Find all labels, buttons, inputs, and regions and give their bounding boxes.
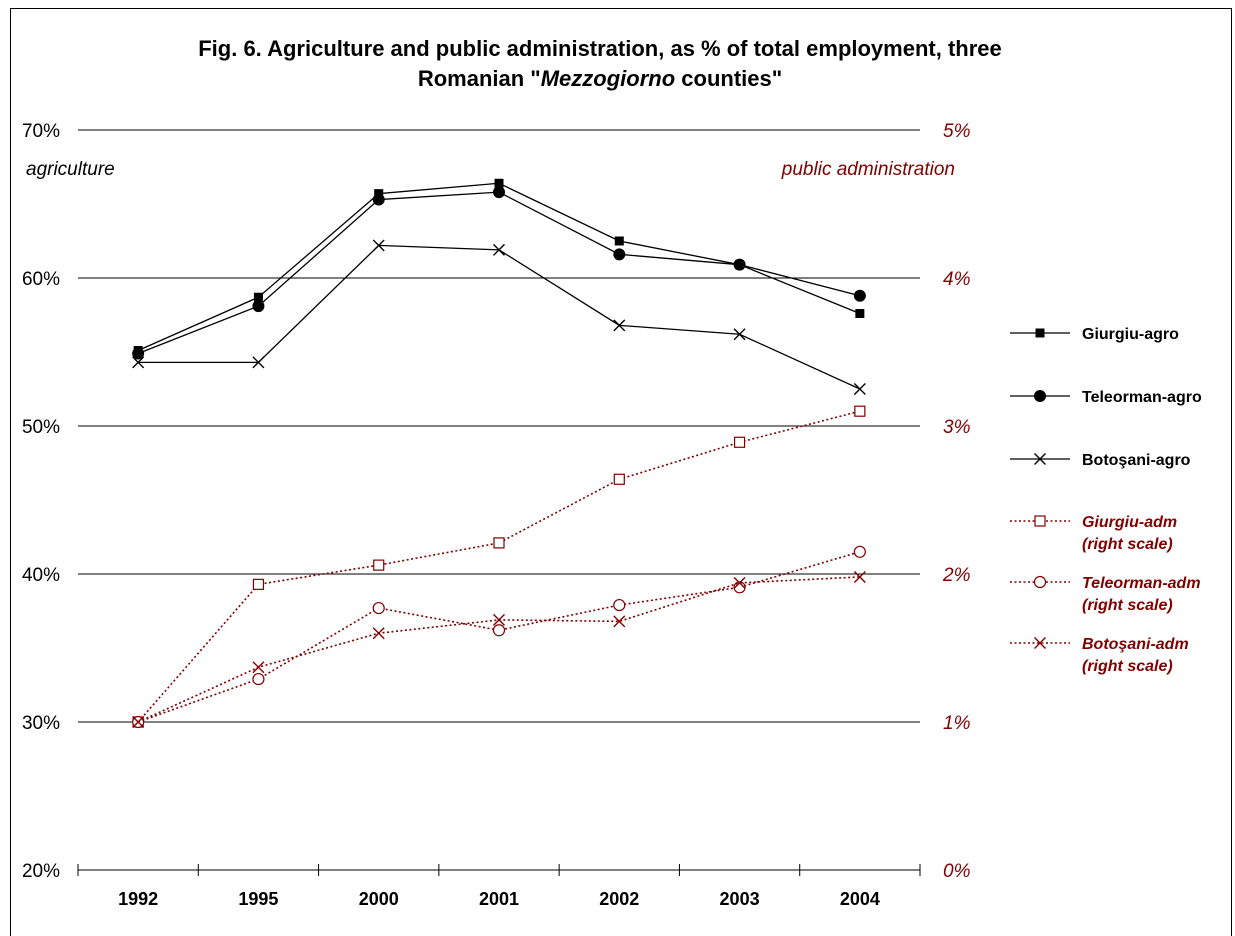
x-tick-label: 2003 <box>720 889 760 909</box>
data-point-boto-ani-adm <box>493 613 505 626</box>
title-pre: Romanian " <box>417 66 541 91</box>
data-point-boto-ani-agro <box>493 243 505 256</box>
x-tick-label: 2002 <box>599 889 639 909</box>
data-point-giurgiu-agro <box>494 178 504 188</box>
legend-label-teleorman-agro: Teleorman-agro <box>1082 389 1202 406</box>
left-axis-annotation: agriculture <box>26 159 115 180</box>
data-point-boto-ani-agro <box>613 319 626 332</box>
data-point-giurgiu-agro <box>253 292 263 302</box>
data-point-giurgiu-adm <box>252 578 265 590</box>
legend-label-boto-ani-agro: Botoşani-agro <box>1082 452 1191 469</box>
title-italic: Mezzogiorno <box>540 66 676 91</box>
data-point-teleorman-agro <box>252 300 265 313</box>
legend-sublabel-teleorman-adm: (right scale) <box>1082 597 1173 614</box>
data-point-teleorman-adm <box>372 601 385 615</box>
right-tick-label: 4% <box>943 269 971 290</box>
data-point-teleorman-agro <box>613 248 626 261</box>
right-axis-annotation: public administration <box>781 159 955 180</box>
data-point-giurgiu-adm <box>733 436 746 448</box>
left-tick-label: 40% <box>22 565 60 586</box>
title-post: counties" <box>675 66 783 91</box>
legend-marker-boto-ani-adm <box>1034 637 1046 649</box>
data-point-giurgiu-adm <box>613 473 625 485</box>
data-point-boto-ani-agro <box>372 239 385 252</box>
left-tick-label: 70% <box>22 121 60 142</box>
data-point-teleorman-agro <box>733 258 746 271</box>
legend-marker-teleorman-adm <box>1033 575 1047 589</box>
data-point-boto-ani-adm <box>733 576 746 589</box>
legend-marker-teleorman-agro <box>1034 390 1046 402</box>
series-line-teleorman-adm <box>137 551 861 723</box>
data-point-boto-ani-agro <box>733 328 746 341</box>
x-tick-label: 1992 <box>118 889 158 909</box>
x-tick-label: 1995 <box>238 889 278 909</box>
data-point-teleorman-agro <box>493 186 505 199</box>
x-tick-label: 2004 <box>840 889 880 909</box>
series-line-giurgiu-agro <box>137 182 861 352</box>
data-point-teleorman-adm <box>613 598 626 612</box>
x-tick-label: 2000 <box>359 889 399 909</box>
chart-frame <box>10 8 1232 936</box>
legend-sublabel-boto-ani-adm: (right scale) <box>1082 658 1173 675</box>
x-tick-label: 2001 <box>479 889 519 909</box>
right-tick-label: 0% <box>943 861 971 882</box>
title-line-2: Romanian "Mezzogiorno counties" <box>150 64 1050 94</box>
data-point-giurgiu-adm <box>493 537 505 549</box>
data-point-teleorman-adm <box>492 624 506 637</box>
data-point-boto-ani-adm <box>613 615 626 628</box>
data-point-boto-ani-agro <box>252 356 265 369</box>
right-tick-label: 2% <box>942 565 971 586</box>
series-line-boto-ani-agro <box>138 244 861 390</box>
data-point-giurgiu-adm <box>854 405 866 417</box>
legend-marker-giurgiu-adm <box>1034 515 1046 527</box>
data-point-teleorman-agro <box>372 193 385 206</box>
data-point-boto-ani-agro <box>132 356 145 369</box>
data-point-boto-ani-adm <box>372 627 385 640</box>
data-point-boto-ani-adm <box>853 570 866 583</box>
title-line-1: Fig. 6. Agriculture and public administr… <box>198 36 1002 61</box>
left-tick-label: 30% <box>22 713 60 734</box>
data-point-teleorman-agro <box>132 347 145 360</box>
series-line-teleorman-agro <box>137 191 861 355</box>
series-line-boto-ani-adm <box>137 576 860 723</box>
data-point-teleorman-adm <box>853 545 866 558</box>
data-point-boto-ani-adm <box>252 661 265 674</box>
legend-marker-giurgiu-agro <box>1035 328 1045 338</box>
chart-title: Fig. 6. Agriculture and public administr… <box>150 34 1050 94</box>
left-tick-label: 20% <box>22 861 60 882</box>
data-point-giurgiu-agro <box>614 236 624 246</box>
left-tick-label: 50% <box>22 417 60 438</box>
right-tick-label: 5% <box>943 121 971 142</box>
legend-sublabel-giurgiu-adm: (right scale) <box>1082 536 1173 553</box>
legend-marker-boto-ani-agro <box>1034 453 1046 465</box>
legend-label-boto-ani-adm: Botoşani-adm <box>1082 636 1189 653</box>
legend-label-teleorman-adm: Teleorman-adm <box>1082 575 1201 592</box>
data-point-giurgiu-adm <box>373 559 385 571</box>
data-point-giurgiu-agro <box>855 309 865 319</box>
data-point-teleorman-agro <box>853 289 866 302</box>
legend-label-giurgiu-adm: Giurgiu-adm <box>1082 514 1177 531</box>
right-tick-label: 3% <box>943 417 971 438</box>
series-line-giurgiu-adm <box>137 410 861 723</box>
data-point-boto-ani-adm <box>132 716 145 728</box>
data-point-teleorman-adm <box>252 672 265 686</box>
legend-label-giurgiu-agro: Giurgiu-agro <box>1082 326 1179 343</box>
data-point-boto-ani-agro <box>853 383 866 395</box>
left-tick-label: 60% <box>22 269 60 290</box>
right-tick-label: 1% <box>943 713 971 734</box>
